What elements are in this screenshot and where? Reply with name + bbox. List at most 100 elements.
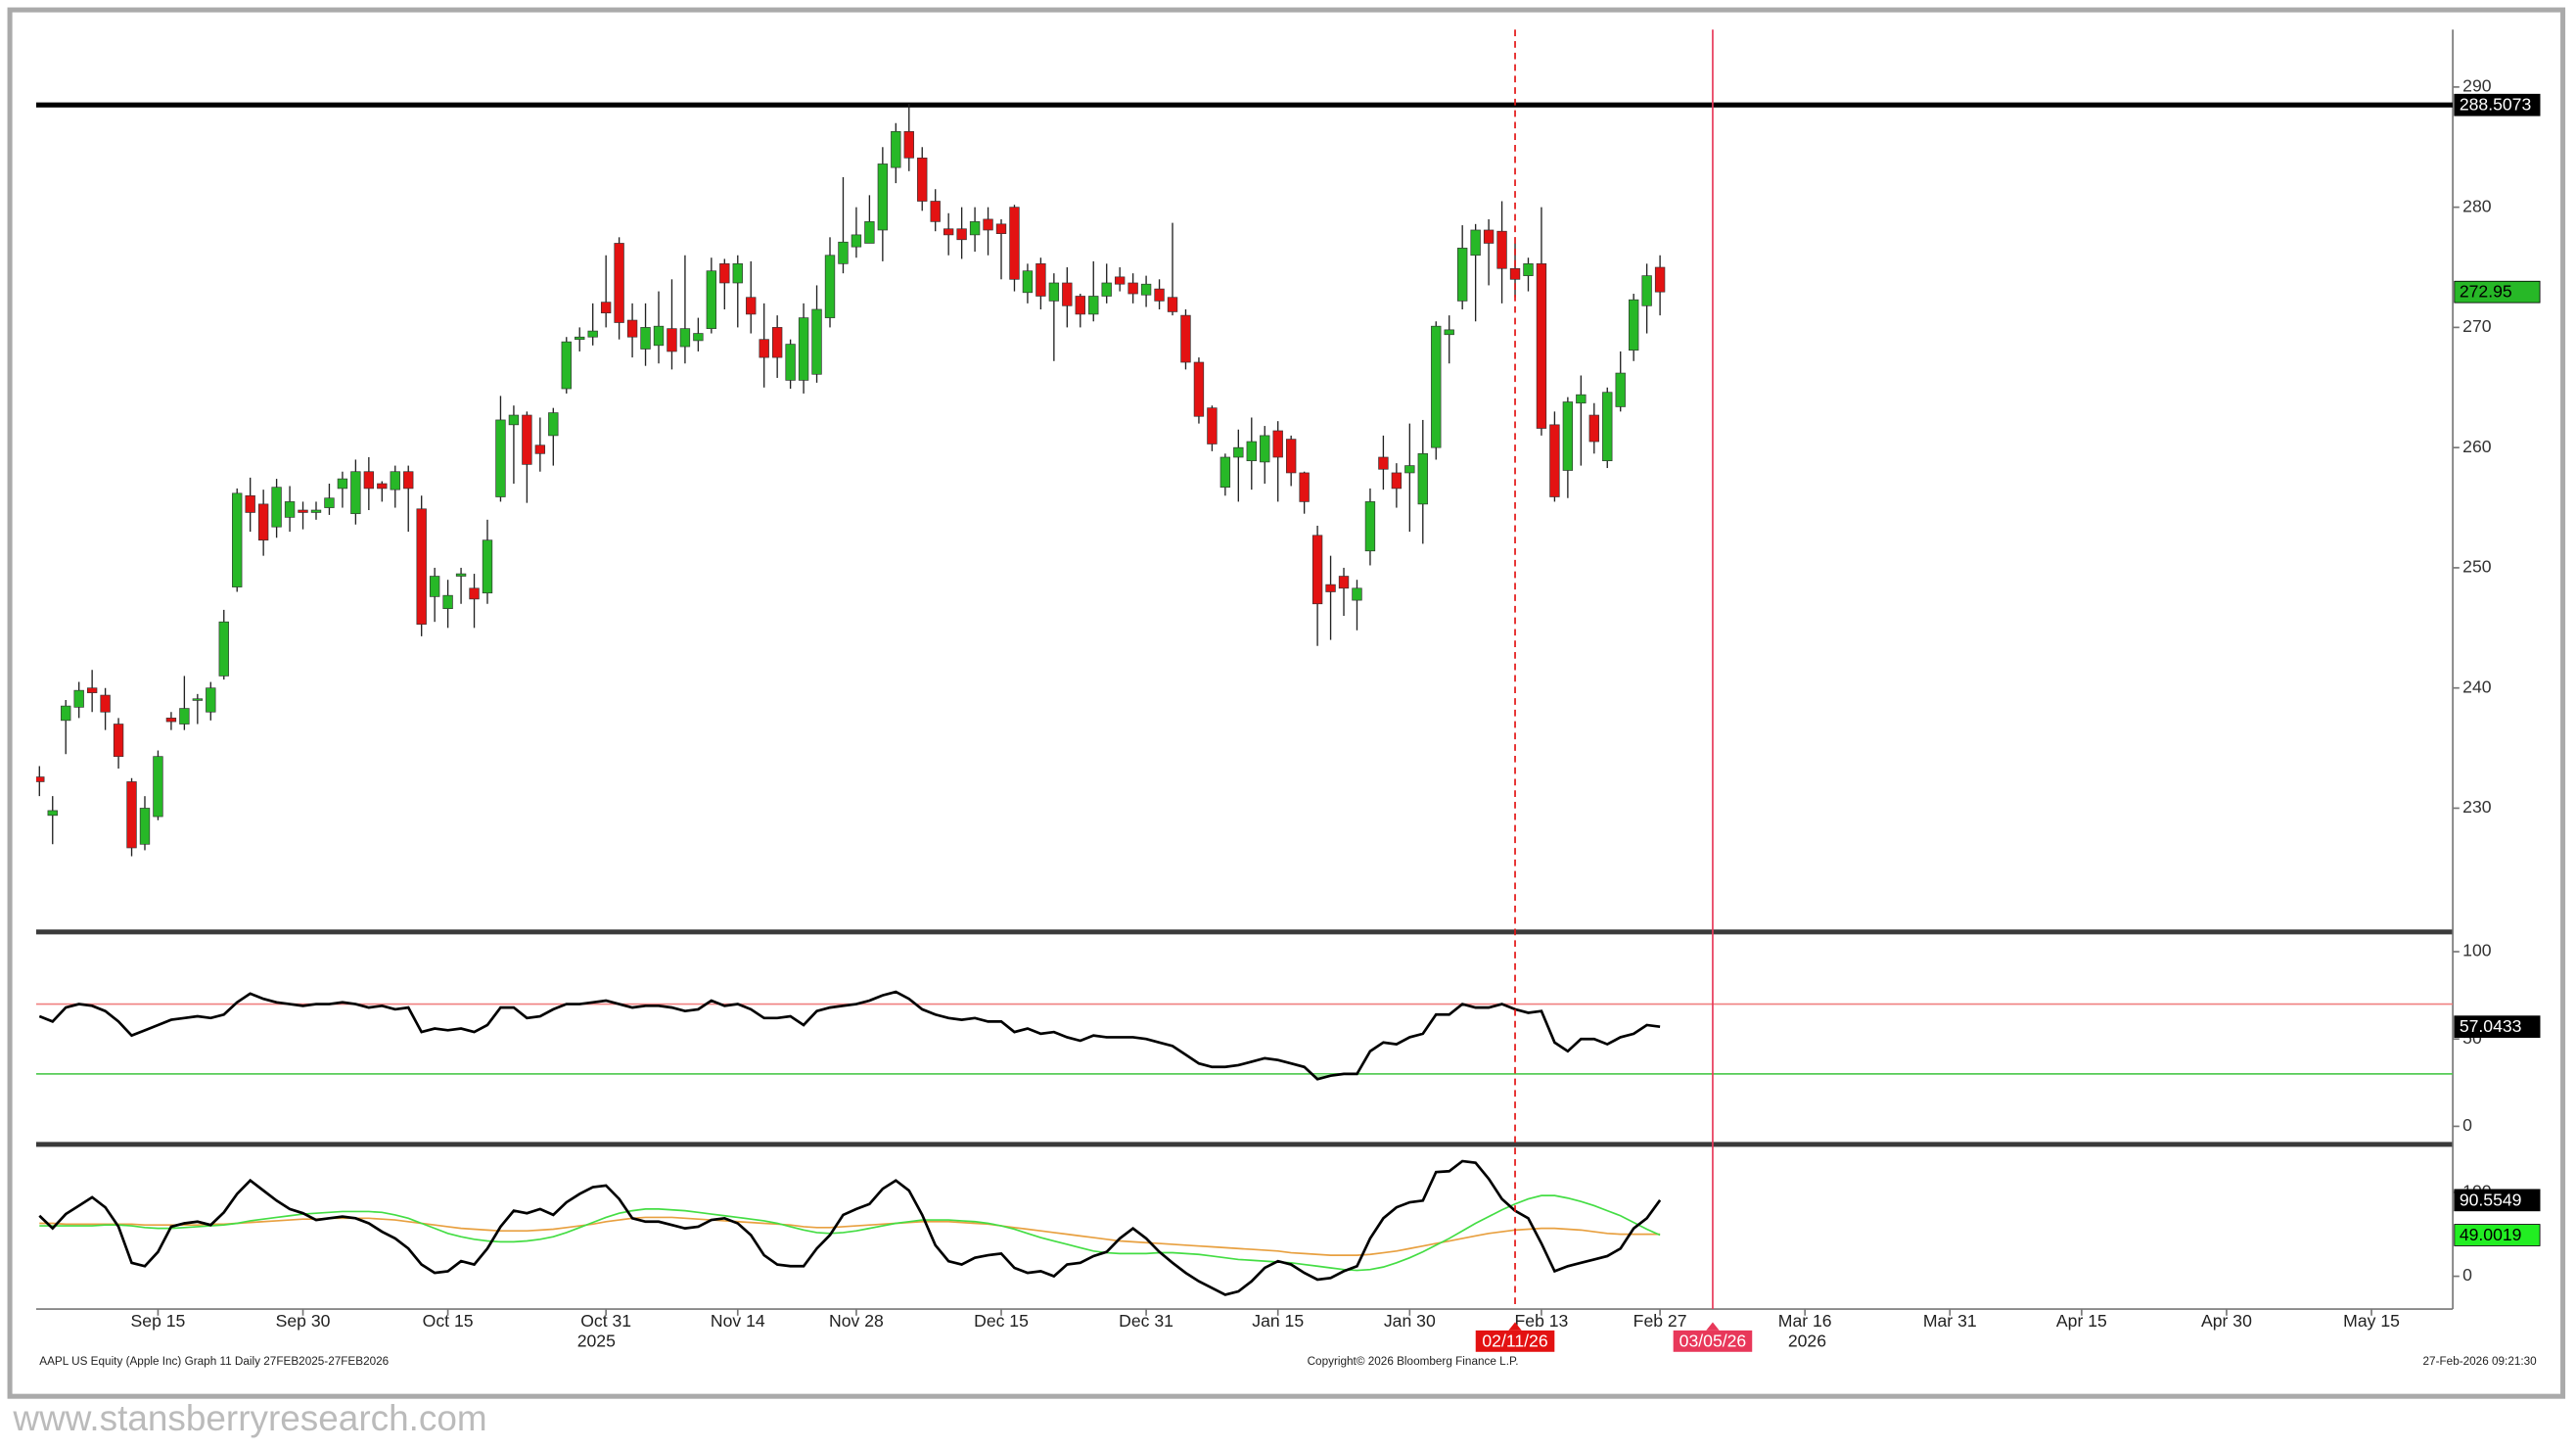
candle-body [877, 164, 889, 231]
watermark: www.stansberryresearch.com [12, 1398, 486, 1438]
candle-body [667, 328, 677, 352]
candle-body [798, 317, 809, 381]
y-tick-label: 290 [2462, 76, 2492, 96]
candle-body [851, 234, 862, 248]
candle-body [1219, 456, 1231, 489]
series-line [39, 1194, 1661, 1272]
value-label-box [2454, 1224, 2541, 1246]
candle-body [653, 325, 665, 347]
x-tick-label: Mar 16 [1778, 1311, 1832, 1331]
candle-body [943, 228, 954, 236]
candle-body [455, 573, 467, 577]
year-label: 2026 [1788, 1331, 1826, 1350]
y-tick-label: 260 [2462, 437, 2492, 456]
footer-left: AAPL US Equity (Apple Inc) Graph 11 Dail… [39, 1355, 389, 1368]
candle-body [363, 471, 375, 490]
candle-body [350, 471, 361, 515]
y-tick-label: 240 [2462, 677, 2492, 696]
candle-body [218, 621, 229, 677]
value-label-box [2454, 1189, 2541, 1212]
candle-body [1154, 288, 1165, 302]
candle-body [47, 810, 58, 817]
marker-pointer [1508, 1322, 1522, 1331]
candle-body [969, 221, 981, 236]
candle-body [811, 308, 822, 375]
candle-body [61, 705, 71, 722]
y-tick-label: 0 [2462, 1115, 2472, 1135]
x-tick-label: Dec 15 [974, 1311, 1029, 1331]
candle-body [561, 341, 572, 390]
candle-body [495, 419, 506, 497]
marker-label: 03/05/26 [1679, 1331, 1747, 1350]
candle-body [1193, 361, 1205, 417]
value-label: 288.5073 [2460, 95, 2532, 115]
candle-body [126, 781, 137, 849]
candle-body [298, 509, 308, 513]
candle-body [1562, 401, 1574, 471]
candle-body [1615, 372, 1626, 407]
candle-body [113, 724, 124, 758]
candle-body [1127, 282, 1138, 295]
candle-body [1654, 266, 1666, 293]
candle-body [1101, 282, 1112, 297]
candle-body [1378, 456, 1389, 470]
candle-body [1114, 276, 1126, 285]
candle-body [719, 263, 730, 284]
candle-body [390, 471, 400, 491]
candle-body [679, 328, 691, 348]
candle-body [1431, 325, 1442, 448]
candle-body [1167, 297, 1178, 312]
candle-body [534, 444, 546, 454]
value-label-box [2454, 93, 2541, 117]
candle-body [575, 336, 585, 341]
series-line [38, 1159, 1662, 1296]
candle-body [337, 478, 348, 490]
candle-body [1338, 576, 1350, 589]
value-label: 49.0019 [2460, 1225, 2522, 1244]
value-label: 90.5549 [2460, 1190, 2522, 1209]
candle-body [1311, 535, 1323, 605]
candle-body [983, 218, 993, 231]
candle-body [271, 487, 282, 528]
candle-body [903, 130, 914, 159]
x-tick-label: Jan 30 [1384, 1311, 1436, 1331]
candle-body [416, 508, 427, 625]
candle-body [1272, 430, 1283, 458]
candle-body [1628, 299, 1639, 351]
lines [35, 990, 2454, 1081]
candle-body [732, 263, 743, 284]
candle-body [1576, 394, 1587, 404]
candle-body [403, 471, 414, 490]
value-label: 57.0433 [2460, 1016, 2522, 1036]
candle-body [1588, 414, 1599, 443]
candle-body [1246, 441, 1257, 462]
lines [38, 1159, 1662, 1296]
candle-body [1404, 465, 1415, 474]
x-tick-label: Nov 28 [829, 1311, 884, 1331]
y-tick-label: 250 [2462, 557, 2492, 577]
candle-body [1364, 501, 1376, 552]
candle-body [640, 327, 651, 350]
candle-body [1062, 282, 1073, 306]
candle-body [232, 492, 243, 587]
x-tick-label: Dec 31 [1119, 1311, 1173, 1331]
candle-body [206, 687, 216, 713]
y-tick-label: 230 [2462, 797, 2492, 817]
candle-body [1602, 392, 1613, 462]
candle-body [995, 223, 1007, 234]
candle-body [1483, 229, 1495, 244]
candle-body [1391, 472, 1403, 490]
candle-body [442, 594, 453, 610]
x-tick-label: Jan 15 [1252, 1311, 1304, 1331]
x-tick-label: May 15 [2343, 1311, 2400, 1331]
candle-body [600, 302, 612, 314]
candle-body [508, 414, 520, 426]
candle-body [1523, 263, 1534, 276]
candle-body [746, 297, 757, 315]
candle-body [377, 483, 388, 490]
x-tick-label: Oct 15 [423, 1311, 474, 1331]
candle-body [310, 509, 322, 513]
candle-body [86, 687, 98, 693]
